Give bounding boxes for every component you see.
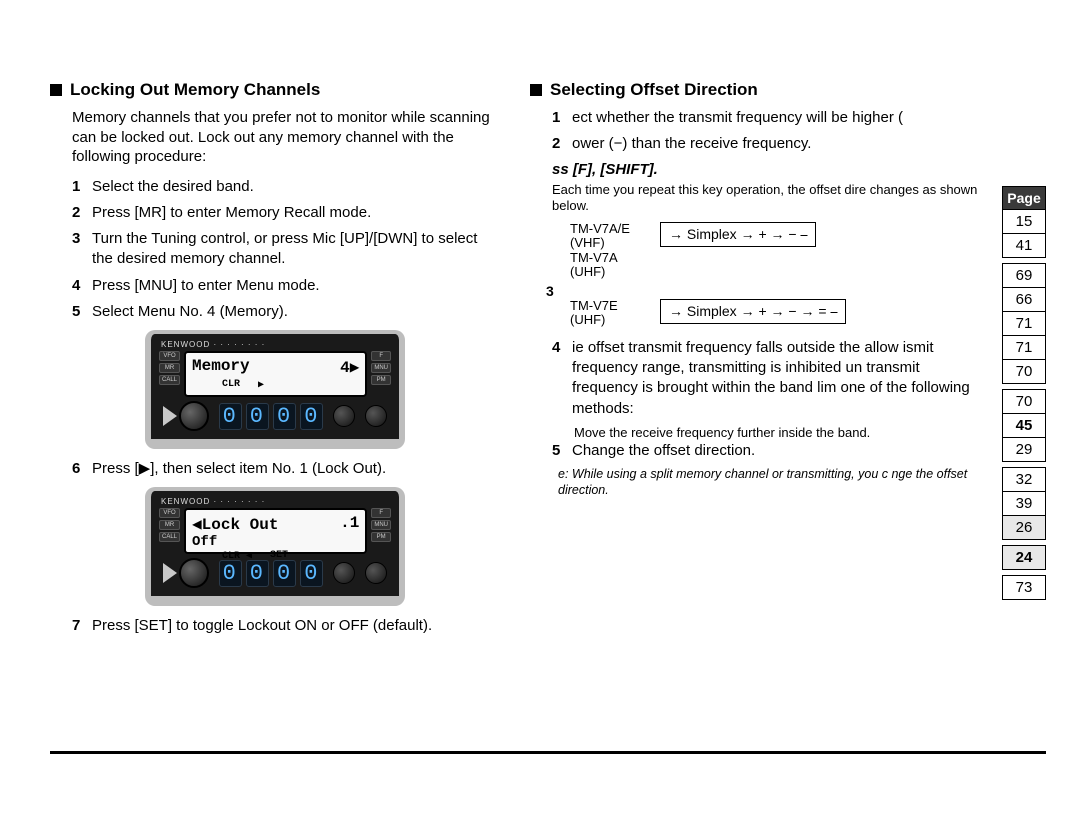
page-cell: 70 bbox=[1002, 360, 1046, 384]
left-heading: Locking Out Memory Channels bbox=[50, 80, 500, 100]
bullet-icon bbox=[50, 84, 62, 96]
page-cell: 73 bbox=[1002, 576, 1046, 600]
footer-rule bbox=[50, 751, 1046, 754]
step-text: Turn the Tuning control, or press Mic [U… bbox=[92, 229, 500, 270]
page-cell: 71 bbox=[1002, 312, 1046, 336]
step-text: ect whether the transmit frequency will … bbox=[572, 108, 980, 128]
step-text: Press [MR] to enter Memory Recall mode. bbox=[92, 203, 500, 223]
left-steps: 1Select the desired band. 2Press [MR] to… bbox=[72, 177, 500, 323]
device-brand: KENWOOD · · · · · · · · bbox=[159, 497, 391, 508]
step-text: Press [▶], then select item No. 1 (Lock … bbox=[92, 459, 500, 479]
page-cell: 39 bbox=[1002, 492, 1046, 516]
page-cell: 45 bbox=[1002, 414, 1046, 438]
left-heading-text: Locking Out Memory Channels bbox=[70, 80, 320, 100]
right-heading-text: Selecting Offset Direction bbox=[550, 80, 758, 100]
key-instruction: ss [F], [SHIFT]. bbox=[552, 161, 980, 178]
italic-note: e: While using a split memory channel or… bbox=[558, 467, 980, 498]
right-steps-2: 4ie offset transmit frequency falls outs… bbox=[552, 338, 980, 419]
page-cell: 24 bbox=[1002, 546, 1046, 570]
small-knob bbox=[365, 405, 387, 427]
page-cell: 66 bbox=[1002, 288, 1046, 312]
step-text: ower (−) than the receive frequency. bbox=[572, 134, 980, 154]
step-text: Press [SET] to toggle Lockout ON or OFF … bbox=[92, 616, 500, 636]
right-heading: Selecting Offset Direction bbox=[530, 80, 980, 100]
page-cell: 15 bbox=[1002, 210, 1046, 234]
small-knob bbox=[333, 405, 355, 427]
left-steps-3: 7Press [SET] to toggle Lockout ON or OFF… bbox=[72, 616, 500, 636]
page-index-sidebar: Page 154169667171707045293239262473 bbox=[1002, 186, 1046, 600]
step-text: Select the desired band. bbox=[92, 177, 500, 197]
lcd-display: ◀Lock Out .1 Off CLR ◀ SET bbox=[184, 508, 367, 554]
cycle-box: → Simplex → + → − ⎯ bbox=[660, 222, 816, 247]
offset-diagram: TM-V7A/E (VHF) TM-V7A (UHF) → Simplex → … bbox=[570, 222, 980, 328]
radio-illustration-1: KENWOOD · · · · · · · · VFO MR CALL Memo… bbox=[145, 330, 405, 449]
lcd-display: Memory 4▶ CLR ▶ bbox=[184, 351, 367, 397]
step-text: Select Menu No. 4 (Memory). bbox=[92, 302, 500, 322]
page-cell: 32 bbox=[1002, 468, 1046, 492]
digit-display: 0000 bbox=[219, 403, 324, 430]
note-text: Each time you repeat this key operation,… bbox=[552, 182, 980, 215]
triangle-icon bbox=[163, 406, 177, 426]
right-column: Selecting Offset Direction 1ect whether … bbox=[530, 80, 1030, 643]
page-cell: 69 bbox=[1002, 264, 1046, 288]
radio-illustration-2: KENWOOD · · · · · · · · VFO MR CALL ◀Loc… bbox=[145, 487, 405, 606]
triangle-icon bbox=[163, 563, 177, 583]
tuning-knob bbox=[179, 558, 209, 588]
page-head: Page bbox=[1002, 186, 1046, 210]
bullet-icon bbox=[530, 84, 542, 96]
page-cell: 71 bbox=[1002, 336, 1046, 360]
page-cell: 29 bbox=[1002, 438, 1046, 462]
columns: Locking Out Memory Channels Memory chann… bbox=[50, 80, 1030, 643]
small-knob bbox=[365, 562, 387, 584]
left-column: Locking Out Memory Channels Memory chann… bbox=[50, 80, 500, 643]
page-cell: 41 bbox=[1002, 234, 1046, 258]
right-steps: 1ect whether the transmit frequency will… bbox=[552, 108, 980, 155]
step-text: Change the offset direction. bbox=[572, 441, 980, 461]
small-knob bbox=[333, 562, 355, 584]
digit-display: 0000 bbox=[219, 560, 324, 587]
page-cell: 70 bbox=[1002, 390, 1046, 414]
tuning-knob bbox=[179, 401, 209, 431]
left-intro: Memory channels that you prefer not to m… bbox=[72, 108, 500, 167]
step-text: ie offset transmit frequency falls outsi… bbox=[572, 338, 980, 419]
right-steps-3: 5Change the offset direction. bbox=[552, 441, 980, 461]
page-cell: 26 bbox=[1002, 516, 1046, 540]
device-brand: KENWOOD · · · · · · · · bbox=[159, 340, 391, 351]
sub-bullet: Move the receive frequency further insid… bbox=[574, 425, 980, 441]
left-steps-2: 6Press [▶], then select item No. 1 (Lock… bbox=[72, 459, 500, 479]
step-text: Press [MNU] to enter Menu mode. bbox=[92, 276, 500, 296]
cycle-box: → Simplex → + → − → = ⎯ bbox=[660, 299, 846, 324]
